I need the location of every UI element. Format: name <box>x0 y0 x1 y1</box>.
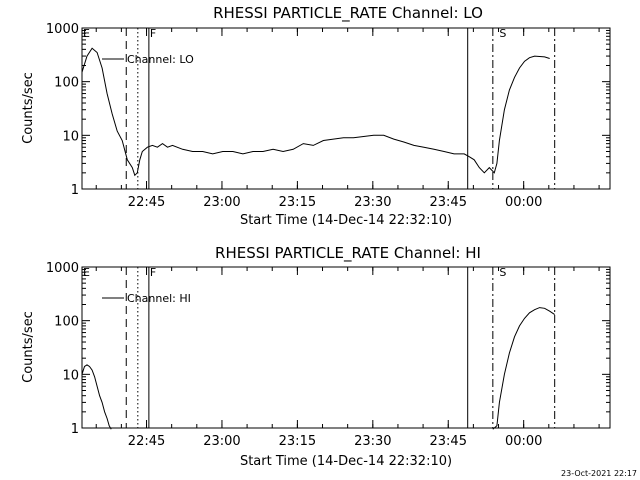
y-axis-label: Counts/sec <box>21 72 36 144</box>
marker-label: E <box>83 27 90 40</box>
x-tick-label: 00:00 <box>505 195 542 210</box>
series-line-segment <box>492 307 555 430</box>
series-line-segment <box>81 364 112 430</box>
y-tick-label: 1000 <box>46 22 79 37</box>
series-line <box>81 47 550 177</box>
marker-label: F <box>150 266 156 279</box>
legend: Channel: HI <box>102 292 191 305</box>
x-tick-label: 22:45 <box>128 434 165 449</box>
marker-label: E <box>83 266 90 279</box>
x-axis-label: Start Time (14-Dec-14 22:32:10) <box>240 213 452 228</box>
marker-label: S <box>499 27 506 40</box>
plot-frame <box>81 27 611 190</box>
legend-label: Channel: HI <box>127 292 191 305</box>
x-tick-label: 23:15 <box>279 434 316 449</box>
marker-label: F <box>150 27 156 40</box>
footer-timestamp: 23-Oct-2021 22:17 <box>561 469 637 478</box>
y-axis-label: Counts/sec <box>21 311 36 383</box>
plot-frame <box>81 266 611 429</box>
legend-label: Channel: LO <box>127 53 194 66</box>
y-tick-label: 100 <box>54 315 79 330</box>
x-axis-label: Start Time (14-Dec-14 22:32:10) <box>240 454 452 469</box>
x-tick-label: 23:15 <box>279 195 316 210</box>
x-tick-label: 23:30 <box>354 195 391 210</box>
axis-ticks: 22:45 23:00 23:15 23:30 23:45 00:00 1 10 100 1000 <box>46 261 610 449</box>
y-tick-label: 100 <box>54 76 79 91</box>
series-hi <box>81 307 555 430</box>
chart-title: RHESSI PARTICLE_RATE Channel: HI <box>215 244 481 263</box>
x-tick-label: 22:45 <box>128 195 165 210</box>
series-lo <box>81 47 550 177</box>
marker-label: S <box>499 266 506 279</box>
y-tick-label: 1 <box>71 422 79 437</box>
x-tick-label: 23:00 <box>203 195 240 210</box>
y-tick-label: 1 <box>71 183 79 198</box>
y-tick-label: 10 <box>62 129 79 144</box>
chart-panel-hi: RHESSI PARTICLE_RATE Channel: HI Counts/… <box>21 244 611 469</box>
chart-panel-lo: RHESSI PARTICLE_RATE Channel: LO Counts/… <box>21 4 611 228</box>
x-tick-label: 23:45 <box>430 195 467 210</box>
chart-title: RHESSI PARTICLE_RATE Channel: LO <box>213 4 483 23</box>
axis-ticks: 22:45 23:00 23:15 23:30 23:45 00:00 1 10 100 1000 <box>46 22 610 210</box>
x-tick-label: 23:45 <box>430 434 467 449</box>
x-tick-label: 23:30 <box>354 434 391 449</box>
x-tick-label: 23:00 <box>203 434 240 449</box>
legend: Channel: LO <box>102 53 194 66</box>
y-tick-label: 1000 <box>46 261 79 276</box>
x-tick-label: 00:00 <box>505 434 542 449</box>
y-tick-label: 10 <box>62 368 79 383</box>
